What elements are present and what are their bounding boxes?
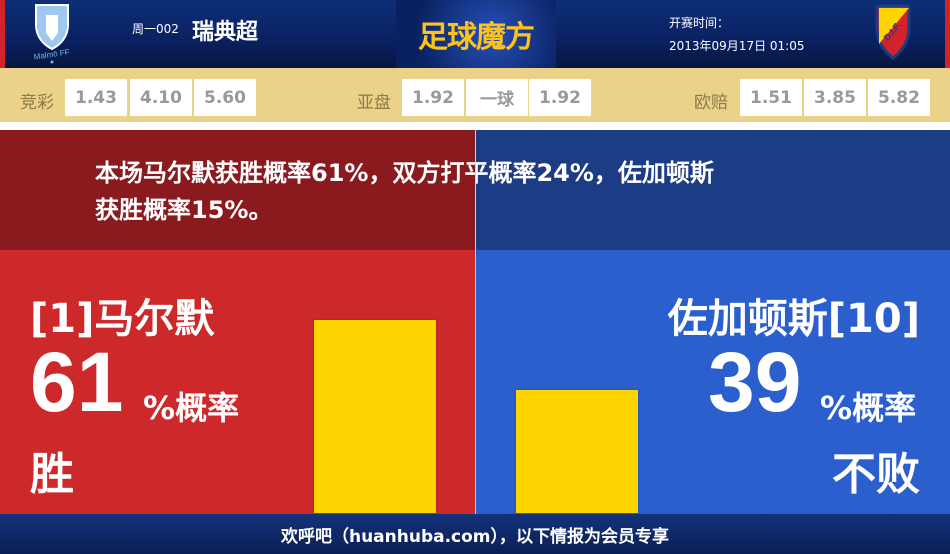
league-name: 瑞典超: [192, 20, 259, 45]
away-percent: 39: [708, 335, 802, 429]
summary-band-home: [0, 130, 475, 250]
away-outcome: 不败: [832, 449, 920, 500]
home-percent: 61: [30, 335, 124, 429]
start-time: 2013年09月17日 01:05: [669, 39, 805, 53]
jingcai-odd: 5.60: [194, 79, 256, 116]
home-outcome: 胜: [30, 449, 74, 500]
home-team-name: [1]马尔默: [30, 296, 215, 342]
left-stripe: [0, 0, 5, 68]
away-percent-suffix: %概率: [820, 389, 917, 427]
summary-line: 本场马尔默获胜概率61%，双方打平概率24%，佐加顿斯: [95, 159, 714, 187]
start-time-label: 开赛时间：: [669, 16, 730, 30]
jingcai-odd: 1.43: [65, 79, 127, 116]
divider: [475, 130, 476, 514]
home-team-logo-icon: Malmö FF: [33, 4, 70, 64]
ouzhou-label: 欧赔: [694, 93, 728, 113]
yapan-odd: 1.92: [402, 79, 464, 116]
summary-band-away: [475, 130, 950, 250]
jingcai-label: 竞彩: [20, 93, 54, 113]
prediction-summary: 本场马尔默获胜概率61%，双方打平概率24%，佐加顿斯 获胜概率15%。: [95, 155, 875, 229]
brand-logo: 足球魔方: [396, 0, 556, 68]
yapan-odd: 1.92: [529, 79, 591, 116]
yapan-label: 亚盘: [357, 93, 391, 113]
footer-banner: 欢呼吧（huanhuba.com），以下情报为会员专享: [0, 514, 950, 554]
ouzhou-odd: 5.82: [868, 79, 930, 116]
home-probability-bar: [314, 320, 436, 513]
away-probability-bar: [516, 389, 638, 513]
ouzhou-odd: 1.51: [740, 79, 802, 116]
home-percent-suffix: %概率: [143, 389, 240, 427]
summary-line: 获胜概率15%。: [95, 196, 273, 224]
away-team-name: 佐加顿斯[10]: [667, 296, 920, 342]
jingcai-odd: 4.10: [130, 79, 192, 116]
ouzhou-odd: 3.85: [804, 79, 866, 116]
away-team-logo-icon: D.I.F.: [875, 4, 911, 60]
home-logo-text: Malmö FF: [33, 48, 70, 62]
yapan-handicap: 一球: [466, 79, 528, 116]
right-stripe: [945, 0, 950, 68]
league-code: 周一002: [132, 22, 179, 36]
